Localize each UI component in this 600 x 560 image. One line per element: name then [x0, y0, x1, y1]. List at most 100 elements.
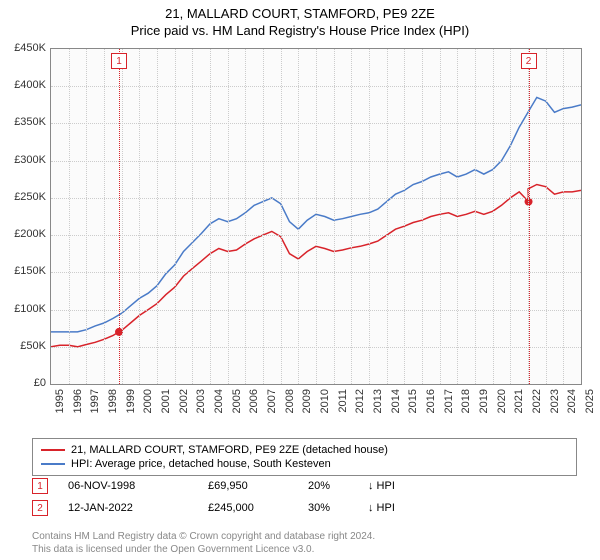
gridline-v — [457, 49, 458, 384]
title-block: 21, MALLARD COURT, STAMFORD, PE9 2ZE Pri… — [0, 0, 600, 38]
x-axis: 1995199619971998199920002001200220032004… — [50, 385, 580, 435]
y-tick-label: £50K — [20, 340, 46, 352]
sale-badge: 2 — [521, 53, 537, 69]
gridline-v — [422, 49, 423, 384]
legend: 21, MALLARD COURT, STAMFORD, PE9 2ZE (de… — [32, 438, 577, 476]
x-tick-label: 2015 — [407, 389, 419, 413]
footer-line-1: Contains HM Land Registry data © Crown c… — [32, 530, 375, 543]
x-tick-label: 2014 — [390, 389, 402, 413]
y-tick-label: £350K — [14, 116, 46, 128]
gridline-v — [175, 49, 176, 384]
gridline-v — [351, 49, 352, 384]
y-tick-label: £0 — [34, 377, 46, 389]
x-tick-label: 2006 — [248, 389, 260, 413]
plot-area: 12 — [50, 48, 582, 385]
gridline-v — [139, 49, 140, 384]
legend-item: HPI: Average price, detached house, Sout… — [41, 457, 568, 471]
sale-marker-box: 1 — [32, 478, 48, 494]
gridline-v — [157, 49, 158, 384]
x-tick-label: 2011 — [337, 389, 349, 413]
footer-line-2: This data is licensed under the Open Gov… — [32, 543, 375, 556]
x-tick-label: 2002 — [178, 389, 190, 413]
x-tick-label: 1998 — [107, 389, 119, 413]
x-tick-label: 2022 — [531, 389, 543, 413]
gridline-v — [493, 49, 494, 384]
sale-percent: 20% — [308, 480, 368, 492]
sale-row-2: 2 12-JAN-2022£245,00030%↓ HPI — [32, 500, 577, 516]
legend-label: 21, MALLARD COURT, STAMFORD, PE9 2ZE (de… — [71, 444, 388, 456]
y-tick-label: £450K — [14, 42, 46, 54]
x-tick-label: 1995 — [54, 389, 66, 413]
x-tick-label: 2009 — [301, 389, 313, 413]
gridline-v — [228, 49, 229, 384]
chart-title-2: Price paid vs. HM Land Registry's House … — [0, 23, 600, 38]
gridline-v — [104, 49, 105, 384]
gridline-v — [546, 49, 547, 384]
chart-title-1: 21, MALLARD COURT, STAMFORD, PE9 2ZE — [0, 6, 600, 21]
sale-marker-box: 2 — [32, 500, 48, 516]
chart-container: 21, MALLARD COURT, STAMFORD, PE9 2ZE Pri… — [0, 0, 600, 560]
legend-swatch — [41, 449, 65, 451]
gridline-v — [563, 49, 564, 384]
y-tick-label: £300K — [14, 154, 46, 166]
gridline-v — [440, 49, 441, 384]
x-tick-label: 2000 — [142, 389, 154, 413]
gridline-v — [298, 49, 299, 384]
x-tick-label: 2003 — [195, 389, 207, 413]
footer-attribution: Contains HM Land Registry data © Crown c… — [32, 530, 375, 556]
x-tick-label: 2019 — [478, 389, 490, 413]
y-tick-label: £100K — [14, 303, 46, 315]
x-tick-label: 2005 — [231, 389, 243, 413]
sale-row-1: 1 06-NOV-1998£69,95020%↓ HPI — [32, 478, 577, 494]
gridline-v — [281, 49, 282, 384]
gridline-v — [263, 49, 264, 384]
y-axis: £0£50K£100K£150K£200K£250K£300K£350K£400… — [0, 48, 50, 383]
x-tick-label: 1996 — [72, 389, 84, 413]
gridline-v — [510, 49, 511, 384]
y-tick-label: £400K — [14, 79, 46, 91]
x-tick-label: 2025 — [584, 389, 596, 413]
y-tick-label: £200K — [14, 228, 46, 240]
legend-label: HPI: Average price, detached house, Sout… — [71, 458, 331, 470]
x-tick-label: 2013 — [372, 389, 384, 413]
gridline-v — [245, 49, 246, 384]
sale-vline — [119, 49, 120, 384]
gridline-v — [192, 49, 193, 384]
sale-badge: 1 — [111, 53, 127, 69]
gridline-v — [334, 49, 335, 384]
sale-price: £69,950 — [208, 480, 308, 492]
gridline-v — [387, 49, 388, 384]
gridline-v — [210, 49, 211, 384]
x-tick-label: 2017 — [443, 389, 455, 413]
legend-swatch — [41, 463, 65, 465]
gridline-v — [369, 49, 370, 384]
x-tick-label: 2008 — [284, 389, 296, 413]
gridline-v — [316, 49, 317, 384]
x-tick-label: 2012 — [354, 389, 366, 413]
sale-vline — [529, 49, 530, 384]
gridline-v — [69, 49, 70, 384]
x-tick-label: 2007 — [266, 389, 278, 413]
x-tick-label: 2021 — [513, 389, 525, 413]
gridline-v — [475, 49, 476, 384]
sale-date: 06-NOV-1998 — [68, 480, 208, 492]
x-tick-label: 1997 — [89, 389, 101, 413]
gridline-v — [404, 49, 405, 384]
gridline-v — [122, 49, 123, 384]
sale-hpi-indicator: ↓ HPI — [368, 502, 395, 514]
x-tick-label: 2001 — [160, 389, 172, 413]
sale-date: 12-JAN-2022 — [68, 502, 208, 514]
x-tick-label: 2018 — [460, 389, 472, 413]
y-tick-label: £150K — [14, 265, 46, 277]
gridline-v — [86, 49, 87, 384]
x-tick-label: 2023 — [549, 389, 561, 413]
y-tick-label: £250K — [14, 191, 46, 203]
x-tick-label: 2010 — [319, 389, 331, 413]
x-tick-label: 2020 — [496, 389, 508, 413]
x-tick-label: 2016 — [425, 389, 437, 413]
sale-hpi-indicator: ↓ HPI — [368, 480, 395, 492]
x-tick-label: 2004 — [213, 389, 225, 413]
sale-price: £245,000 — [208, 502, 308, 514]
sale-percent: 30% — [308, 502, 368, 514]
legend-item: 21, MALLARD COURT, STAMFORD, PE9 2ZE (de… — [41, 443, 568, 457]
